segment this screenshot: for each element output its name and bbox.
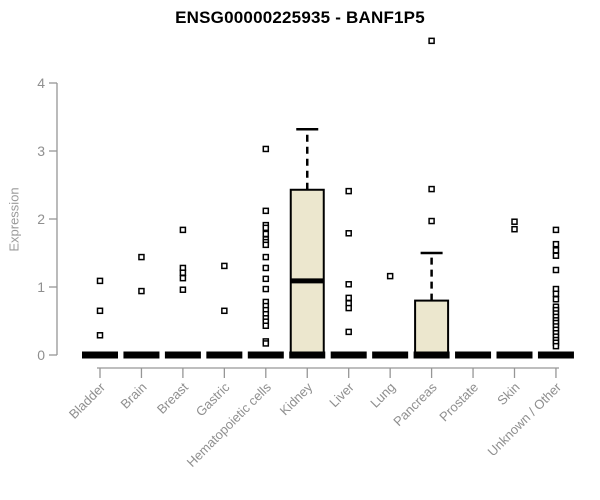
zero-median-bar [164,351,201,359]
data-point [428,185,435,193]
zero-median-bar [455,351,492,359]
box [414,299,450,357]
x-category-label: Bladder [66,379,109,422]
median-line [290,278,324,284]
data-point [552,247,560,254]
data-point [96,332,104,339]
data-point [179,286,187,293]
data-point [262,145,270,153]
data-point [428,217,435,225]
y-tick-label: 4 [37,75,45,91]
y-tick-label: 1 [37,279,45,295]
zero-median-bar [413,351,450,359]
data-point [552,290,560,298]
y-tick-label: 2 [37,211,45,227]
x-category-label: Breast [154,379,191,416]
data-point [345,294,352,302]
data-point [262,230,270,238]
x-category-label: Gastric [193,379,233,419]
data-point [96,277,104,285]
x-category-label: Unknown / Other [484,379,564,459]
data-point [262,207,270,215]
data-point [262,322,270,330]
x-category-label: Liver [326,379,357,410]
y-tick-label: 0 [37,347,45,363]
data-point [552,252,560,259]
data-point [221,262,228,270]
data-point [552,295,560,303]
data-point [262,264,270,272]
zero-median-bar [82,351,118,359]
x-category-label: Skin [494,380,522,408]
data-point [96,307,104,315]
data-point [552,226,560,234]
x-category-label: Brain [117,380,149,412]
data-point [138,253,145,261]
data-point [345,187,352,195]
y-tick-label: 3 [37,143,45,159]
data-point [345,281,352,288]
data-point [179,269,187,276]
zero-median-bar [123,351,160,359]
data-point [262,285,270,293]
x-category-label: Pancreas [390,379,440,429]
data-point [552,342,560,350]
data-point [221,307,228,315]
data-point [262,275,270,283]
data-point [262,224,270,232]
x-category-label: Prostate [436,380,481,425]
data-point [262,340,270,347]
data-point [345,304,352,312]
data-point [552,240,560,248]
zero-median-bar [496,351,533,359]
box [289,188,325,356]
zero-median-bar [247,351,284,359]
data-point [262,241,270,249]
x-category-label: Lung [367,380,398,411]
data-point [345,328,352,336]
data-point [386,272,394,280]
data-point [179,226,187,234]
data-point [552,266,560,274]
data-point [345,230,352,237]
data-point [511,218,518,225]
data-point [138,287,145,295]
data-point [262,253,270,261]
data-point [511,225,518,233]
data-point [428,37,435,45]
zero-median-bar [206,351,243,359]
data-point [179,274,187,282]
zero-median-bar [330,351,367,359]
zero-median-bar [537,351,574,359]
zero-median-bar [372,351,409,359]
zero-median-bar [289,351,326,359]
x-category-label: Kidney [277,379,316,418]
chart-title: ENSG00000225935 - BANF1P5 [175,8,425,27]
